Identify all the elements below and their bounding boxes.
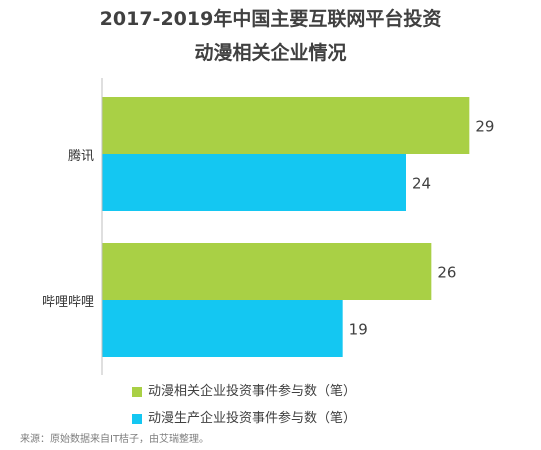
data-label-tencent-related: 29 [475,118,494,136]
legend-swatch-production [132,414,142,424]
category-label-tencent: 腾讯 [68,148,94,164]
legend-label-production: 动漫生产企业投资事件参与数（笔） [148,411,357,426]
legend-item-related: 动漫相关企业投资事件参与数（笔） [132,384,356,400]
legend-swatch-related [132,387,142,397]
category-label-bilibili: 哔哩哔哩 [42,295,94,310]
bar-tencent-production [102,154,406,211]
data-label-bilibili-related: 26 [437,264,456,282]
chart-title-line-1: 2017-2019年中国主要互联网平台投资 [99,8,442,30]
bar-bilibili-related [102,243,432,300]
chart-title-line-2: 动漫相关企业情况 [194,42,347,64]
bar-bilibili-production [102,300,343,357]
source-note: 来源：原始数据来自IT桔子，由艾瑞整理。 [20,434,210,445]
legend-label-related: 动漫相关企业投资事件参与数（笔） [148,384,357,399]
legend-item-production: 动漫生产企业投资事件参与数（笔） [132,411,356,427]
data-label-bilibili-production: 19 [349,321,368,339]
data-label-tencent-production: 24 [412,175,431,193]
bar-tencent-related [102,97,470,154]
